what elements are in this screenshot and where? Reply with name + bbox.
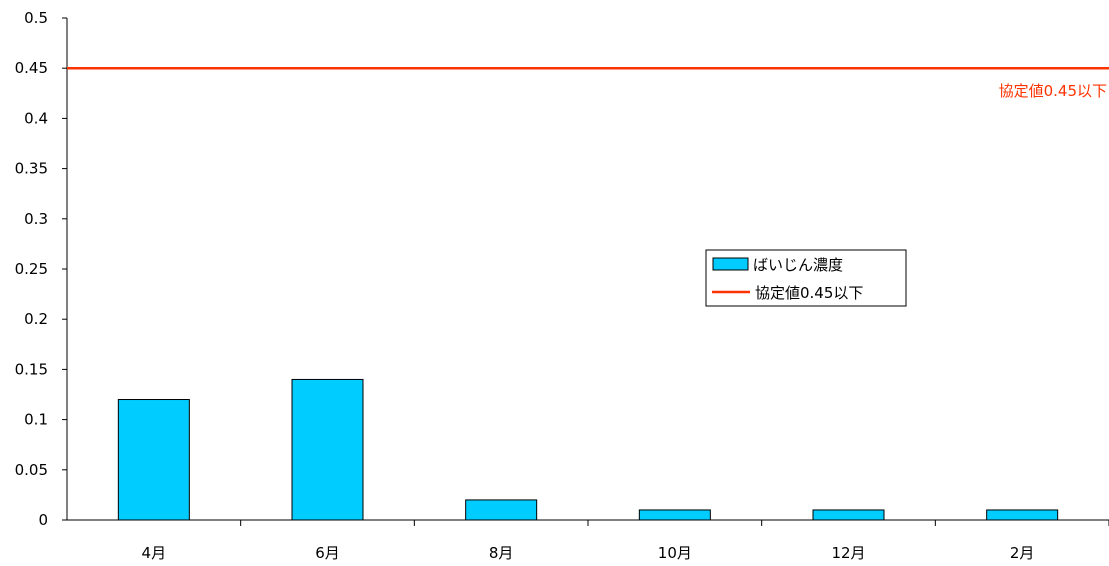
y-tick-label: 0.05 [15, 461, 48, 479]
bar [291, 378, 364, 521]
legend-box [705, 249, 907, 307]
legend-swatch-bar [712, 257, 749, 271]
y-tick-label: 0.25 [15, 260, 48, 278]
bar [638, 509, 711, 521]
x-tick-label: 6月 [315, 544, 340, 562]
x-tick-label: 12月 [831, 544, 865, 562]
x-tick-label: 8月 [489, 544, 514, 562]
y-tick-label: 0.15 [15, 360, 48, 378]
bar [812, 509, 885, 521]
legend-label-line: 協定値0.45以下 [755, 284, 863, 302]
legend-label-bar: ばいじん濃度 [753, 256, 843, 274]
y-tick-label: 0.1 [24, 411, 48, 429]
legend: ばいじん濃度 協定値0.45以下 [705, 249, 907, 307]
bar [117, 399, 190, 521]
y-tick-label: 0.3 [24, 210, 48, 228]
y-tick-label: 0.2 [24, 310, 48, 328]
x-tick-label: 10月 [658, 544, 692, 562]
bar [986, 509, 1059, 521]
x-tick-label: 2月 [1010, 544, 1035, 562]
x-tick-label: 4月 [142, 544, 167, 562]
y-tick-label: 0.4 [24, 109, 48, 127]
bar [465, 499, 538, 521]
y-tick-label: 0.5 [24, 9, 48, 27]
y-tick-label: 0.35 [15, 160, 48, 178]
reference-line-label: 協定値0.45以下 [999, 82, 1107, 100]
y-tick-label: 0.45 [15, 59, 48, 77]
plot-area: 0 0.05 0.1 0.15 0.2 0.25 0.3 0.35 0.4 0.45 0.5 4月 6月… [15, 9, 1109, 562]
y-tick-label: 0 [38, 511, 48, 529]
